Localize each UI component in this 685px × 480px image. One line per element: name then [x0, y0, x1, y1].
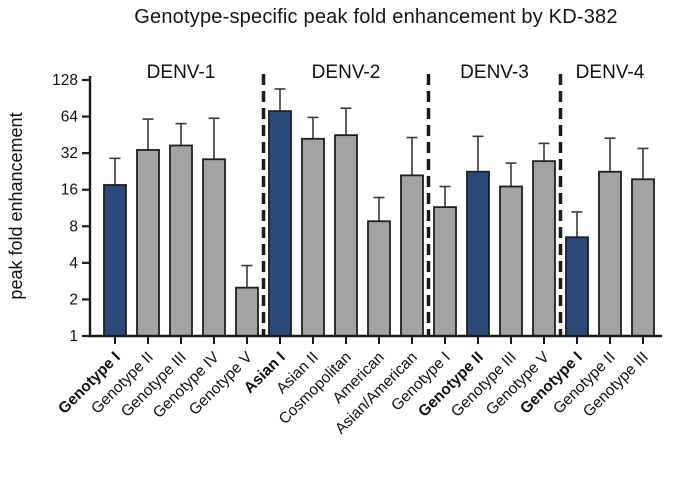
bar — [433, 206, 457, 337]
bar — [334, 134, 358, 337]
group-label: DENV-2 — [312, 62, 381, 83]
y-axis-tick-label: 1 — [69, 328, 78, 345]
bar — [499, 185, 523, 337]
bar — [136, 149, 160, 337]
group-label: DENV-3 — [460, 62, 529, 83]
bar — [169, 144, 193, 337]
bar — [466, 170, 490, 337]
y-axis-tick-label: 4 — [69, 255, 78, 272]
chart-title: Genotype-specific peak fold enhancement … — [134, 6, 618, 28]
bar — [532, 160, 556, 337]
y-axis-tick-label: 16 — [61, 182, 78, 199]
bar — [103, 184, 127, 337]
group-label: DENV-4 — [576, 62, 645, 83]
y-axis-tick-label: 32 — [61, 145, 78, 162]
y-axis-tick-label: 64 — [61, 109, 79, 126]
bar — [631, 178, 655, 337]
bar — [268, 110, 292, 337]
bar — [367, 220, 391, 337]
y-axis-title: peak fold enhancement — [6, 112, 26, 299]
bar — [598, 170, 622, 337]
bar — [301, 137, 325, 337]
y-axis-tick-label: 128 — [52, 72, 78, 89]
bar — [235, 286, 259, 337]
bar — [400, 174, 424, 337]
bar — [202, 158, 226, 337]
y-axis-tick-label: 2 — [69, 291, 78, 308]
bar — [565, 236, 589, 337]
group-label: DENV-1 — [147, 62, 216, 83]
y-axis-tick-label: 8 — [69, 218, 78, 235]
